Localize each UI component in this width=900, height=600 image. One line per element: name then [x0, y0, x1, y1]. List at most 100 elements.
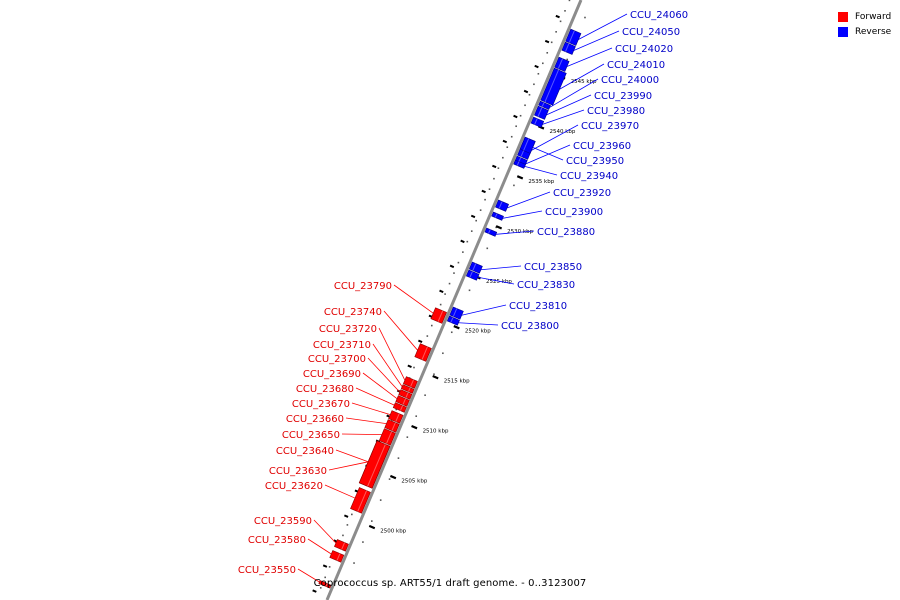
gene-label-forward: CCU_23700: [308, 354, 366, 365]
tick-mark: [389, 474, 397, 480]
gene-block: [446, 315, 460, 326]
scale-dot: [479, 209, 482, 211]
gene-label-reverse: CCU_23940: [560, 171, 618, 182]
minor-tick: [502, 139, 508, 144]
legend-label: Forward: [855, 11, 892, 22]
scale-dot: [470, 230, 473, 232]
scale-dot: [510, 135, 513, 138]
legend: Forward Reverse: [838, 9, 891, 39]
scale-dot: [555, 31, 557, 33]
gene-label-reverse: CCU_23830: [517, 280, 575, 291]
gene-block: [318, 580, 332, 589]
gene-label-reverse: CCU_23990: [594, 91, 652, 102]
gene-label-forward: CCU_23590: [254, 516, 312, 527]
gene-block: [534, 105, 549, 120]
gene-label-forward: CCU_23740: [324, 307, 382, 318]
minor-tick: [513, 114, 518, 119]
gene-block: [430, 307, 447, 324]
scale-dot: [468, 289, 471, 292]
scale-dot: [502, 156, 504, 159]
tick-label: 2540 kbp: [549, 129, 575, 135]
gene-labels: CCU_24060 CCU_24050 CCU_24020 CCU_24010 CCU_…: [238, 10, 688, 576]
gene-label-forward: CCU_23670: [292, 399, 350, 410]
scale-dot: [513, 184, 515, 187]
scale-dot: [566, 58, 569, 61]
gene-blocks: [318, 28, 582, 589]
legend-item-reverse: Reverse: [838, 24, 891, 39]
gene-block: [530, 116, 545, 128]
scale-dot: [568, 0, 571, 2]
backbone-line: [325, 0, 583, 600]
scale-dot: [515, 125, 517, 128]
scale-dot: [506, 146, 509, 149]
gene-block: [565, 28, 582, 46]
gene-block: [392, 402, 407, 413]
minor-tick: [555, 14, 560, 19]
scale-dot: [433, 373, 435, 376]
genome-caption: Coprococcus sp. ART55/1 draft genome. - …: [313, 578, 587, 589]
scale-dot: [524, 104, 526, 107]
tick-mark: [432, 375, 439, 380]
gene-label-forward: CCU_23690: [303, 369, 361, 380]
gene-block: [449, 306, 464, 320]
gene-label-reverse: CCU_23980: [587, 106, 645, 117]
tick-label: 2500 kbp: [380, 529, 406, 535]
scale-dot: [406, 436, 409, 438]
gene-block: [388, 410, 404, 424]
minor-tick: [343, 514, 349, 518]
gene-block: [554, 56, 570, 72]
gene-block: [484, 227, 498, 237]
gene-label-reverse: CCU_23920: [553, 188, 611, 199]
minor-tick: [439, 289, 444, 294]
legend-label: Reverse: [855, 26, 892, 37]
minor-tick: [407, 364, 412, 368]
scale-dot: [371, 520, 373, 522]
gene-block: [358, 440, 391, 489]
scale-dot: [413, 366, 415, 369]
gene-label-forward: CCU_23580: [248, 535, 306, 546]
scale-dot: [324, 576, 326, 579]
minor-tick: [322, 564, 328, 568]
tick-mark: [495, 225, 503, 230]
tick-label: 2535 kbp: [528, 179, 554, 185]
minor-tick: [312, 589, 317, 593]
gene-label-reverse: CCU_24060: [630, 10, 688, 21]
scale-dot: [328, 566, 331, 568]
gene-label-reverse: CCU_23800: [501, 321, 559, 332]
scale-dot: [442, 352, 444, 355]
scale-dot: [497, 167, 500, 170]
scale-dot: [346, 524, 349, 526]
scale-dot: [430, 324, 433, 327]
gene-block: [384, 419, 400, 433]
tick-label: 2520 kbp: [465, 329, 491, 335]
scale-dot: [546, 51, 549, 54]
gene-block: [468, 261, 483, 274]
scale-dot: [397, 457, 400, 459]
gene-block: [465, 269, 480, 281]
scale-dot: [362, 541, 364, 543]
gene-label-reverse: CCU_23970: [581, 121, 639, 132]
gene-block: [398, 389, 413, 400]
leader-lines: [297, 13, 628, 583]
scale-dot: [379, 499, 382, 501]
gene-label-forward: CCU_23620: [265, 481, 323, 492]
scale-dot: [519, 114, 522, 117]
scale-dot: [457, 261, 460, 264]
gene-label-reverse: CCU_23880: [537, 227, 595, 238]
gene-label-forward: CCU_23710: [313, 340, 371, 351]
gene-block: [519, 136, 536, 154]
tick-mark: [516, 175, 524, 180]
gene-label-reverse: CCU_23950: [566, 156, 624, 167]
scale-dot: [351, 513, 353, 516]
scale-dot: [462, 251, 464, 253]
scale-dot: [559, 20, 562, 23]
tick-label: 2525 kbp: [486, 279, 512, 285]
scale-dot: [486, 247, 489, 250]
gene-label-forward: CCU_23680: [296, 384, 354, 395]
gene-label-forward: CCU_23630: [269, 466, 327, 477]
scale-dot: [542, 62, 544, 65]
gene-label-reverse: CCU_24010: [607, 60, 665, 71]
tick-label: 2545 kbp: [571, 79, 597, 85]
gene-block: [402, 376, 418, 389]
